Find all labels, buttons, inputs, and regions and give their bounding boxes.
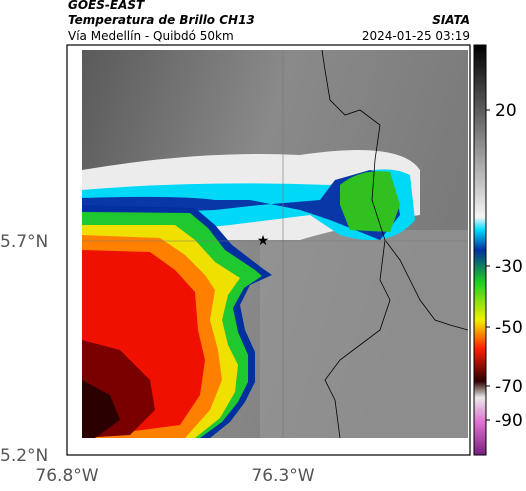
lon-label: 76.3°W [251, 466, 314, 486]
lon-label: 76.8°W [35, 466, 98, 486]
satellite: GOES-EAST [68, 0, 145, 12]
colorbar-label: -70 [495, 377, 523, 397]
subtitle: Vía Medellín - Quibdó 50km [68, 29, 234, 43]
location-star: ★ [257, 233, 270, 249]
lat-label: 5.2°N [0, 446, 48, 466]
lat-label: 5.7°N [0, 232, 48, 252]
colorbar-ticks [486, 109, 490, 421]
colorbar-label: -90 [495, 411, 523, 431]
border-line [321, 50, 468, 331]
map-frame [66, 44, 471, 456]
colorbar-label: -50 [495, 318, 523, 338]
colorbar [473, 44, 487, 456]
colorbar-label: -30 [495, 257, 523, 277]
cloud-blue [82, 170, 400, 240]
source: SIATA [432, 13, 470, 27]
title: Temperatura de Brillo CH13 [68, 13, 255, 27]
cloud [260, 230, 468, 438]
cloud-black [82, 380, 120, 438]
satellite-image: ★ [82, 50, 468, 438]
border-line [324, 239, 391, 438]
cloud-green [340, 171, 400, 232]
colorbar-label: 20 [495, 101, 517, 121]
timestamp: 2024-01-25 03:19 [362, 29, 470, 43]
